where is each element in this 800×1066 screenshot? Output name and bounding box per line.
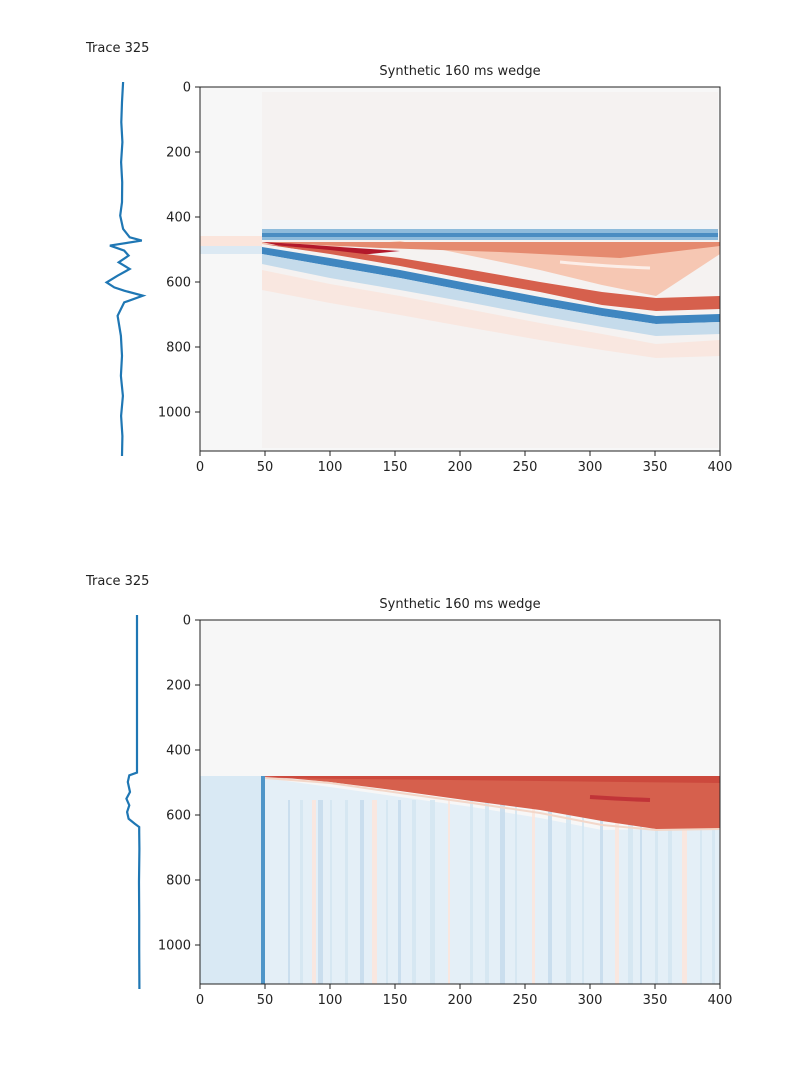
- bottom-y-tick-label: 400: [166, 744, 191, 759]
- top-wedge-internal-streak: [559, 260, 651, 270]
- bottom-vertical-stripes: [288, 800, 715, 984]
- bottom-wedge-top-dark: [265, 776, 720, 783]
- bottom-y-tick-label: 0: [183, 614, 191, 629]
- top-x-tick-label: 300: [578, 460, 603, 475]
- bottom-stripe: [640, 800, 642, 984]
- bottom-stripe: [360, 800, 364, 984]
- bottom-panel: Trace 325 Synthetic 160 ms wedge 0 200 400…: [85, 574, 732, 1008]
- bottom-x-axis: 0 50 100 150 200 250 300 350 400: [196, 984, 733, 1008]
- top-left-base-band: [200, 246, 262, 254]
- bottom-stripe: [600, 800, 603, 984]
- top-y-tick-label: 200: [166, 146, 191, 161]
- bottom-stripe: [582, 800, 584, 984]
- bottom-stripe: [485, 800, 489, 984]
- bottom-stripe: [312, 800, 316, 984]
- bottom-wedge-dark-streak: [589, 795, 651, 802]
- top-y-axis: 0 200 400 600 800 1000: [158, 81, 200, 421]
- bottom-x-tick-label: 400: [708, 993, 733, 1008]
- top-panel: Trace 325 Synthetic 160 ms wedge 0 200 400…: [85, 41, 732, 475]
- top-wedge-base-red: [262, 244, 720, 311]
- top-wedge-lower-halo: [262, 270, 720, 358]
- top-y-tick-label: 1000: [158, 406, 191, 421]
- top-x-tick-label: 50: [257, 460, 274, 475]
- bottom-stripe: [615, 800, 619, 984]
- bottom-stripe: [682, 800, 687, 984]
- bottom-y-tick-label: 200: [166, 679, 191, 694]
- top-wedge-top-red: [262, 242, 720, 258]
- bottom-stripe: [372, 800, 377, 984]
- bottom-x-tick-label: 300: [578, 993, 603, 1008]
- bottom-wedge-red-fill: [265, 776, 720, 829]
- bottom-x-tick-label: 100: [318, 993, 343, 1008]
- bottom-stripe: [330, 800, 332, 984]
- top-upper-blue-core: [262, 233, 718, 237]
- bottom-stripe: [628, 800, 633, 984]
- bottom-stripe: [655, 800, 658, 984]
- bottom-x-tick-label: 350: [643, 993, 668, 1008]
- top-wedge-tip-dark-red: [262, 242, 400, 255]
- bottom-stripe: [712, 800, 715, 984]
- top-chart-title: Synthetic 160 ms wedge: [379, 64, 540, 79]
- bottom-stripe: [668, 800, 672, 984]
- bottom-stripe: [318, 800, 323, 984]
- top-x-tick-label: 400: [708, 460, 733, 475]
- top-x-tick-label: 350: [643, 460, 668, 475]
- top-x-tick-label: 150: [383, 460, 408, 475]
- bottom-x-tick-label: 50: [257, 993, 274, 1008]
- top-y-tick-label: 0: [183, 81, 191, 96]
- bottom-left-blue-block: [200, 776, 263, 984]
- bottom-stripe: [532, 800, 535, 984]
- bottom-stripe: [412, 800, 416, 984]
- bottom-stripe: [430, 800, 435, 984]
- bottom-lower-blue-field: [265, 778, 720, 984]
- bottom-y-tick-label: 1000: [158, 939, 191, 954]
- bottom-trace-label: Trace 325: [85, 574, 149, 589]
- top-wedge-base-halo: [262, 254, 720, 336]
- bottom-stripe: [470, 800, 473, 984]
- top-y-tick-label: 600: [166, 276, 191, 291]
- bottom-wedge-base-edge: [264, 777, 721, 832]
- bottom-stripe: [448, 800, 450, 984]
- bottom-chart-title: Synthetic 160 ms wedge: [379, 597, 540, 612]
- bottom-stripe: [566, 800, 571, 984]
- bottom-stripe: [548, 800, 552, 984]
- bottom-stripe: [345, 800, 348, 984]
- bottom-x-tick-label: 0: [196, 993, 204, 1008]
- top-y-tick-label: 400: [166, 211, 191, 226]
- bottom-trace-line: [125, 615, 141, 990]
- top-trace-line: [104, 81, 147, 457]
- bottom-heatmap: [200, 620, 721, 984]
- bottom-stripe: [300, 800, 303, 984]
- bottom-wedge-start-line: [261, 776, 265, 984]
- bottom-stripe: [398, 800, 401, 984]
- top-wedge-base-blue: [262, 247, 720, 324]
- top-trace-label: Trace 325: [85, 41, 149, 56]
- top-y-tick-label: 800: [166, 341, 191, 356]
- bottom-stripe: [515, 800, 517, 984]
- top-x-tick-label: 200: [448, 460, 473, 475]
- bottom-stripe: [500, 800, 505, 984]
- bottom-x-tick-label: 250: [513, 993, 538, 1008]
- bottom-x-tick-label: 200: [448, 993, 473, 1008]
- bottom-y-tick-label: 800: [166, 874, 191, 889]
- top-x-tick-label: 250: [513, 460, 538, 475]
- bottom-stripe: [386, 800, 388, 984]
- top-left-top-band: [200, 236, 262, 246]
- bottom-stripe: [700, 800, 702, 984]
- top-x-axis: 0 50 100 150 200 250 300 350 400: [196, 451, 733, 475]
- bottom-stripe: [288, 800, 290, 984]
- top-upper-blue-halo: [262, 220, 718, 230]
- top-x-tick-label: 0: [196, 460, 204, 475]
- bottom-y-tick-label: 600: [166, 809, 191, 824]
- bottom-y-axis: 0 200 400 600 800 1000: [158, 614, 200, 954]
- top-heatmap: [200, 87, 720, 451]
- top-x-tick-label: 100: [318, 460, 343, 475]
- bottom-x-tick-label: 150: [383, 993, 408, 1008]
